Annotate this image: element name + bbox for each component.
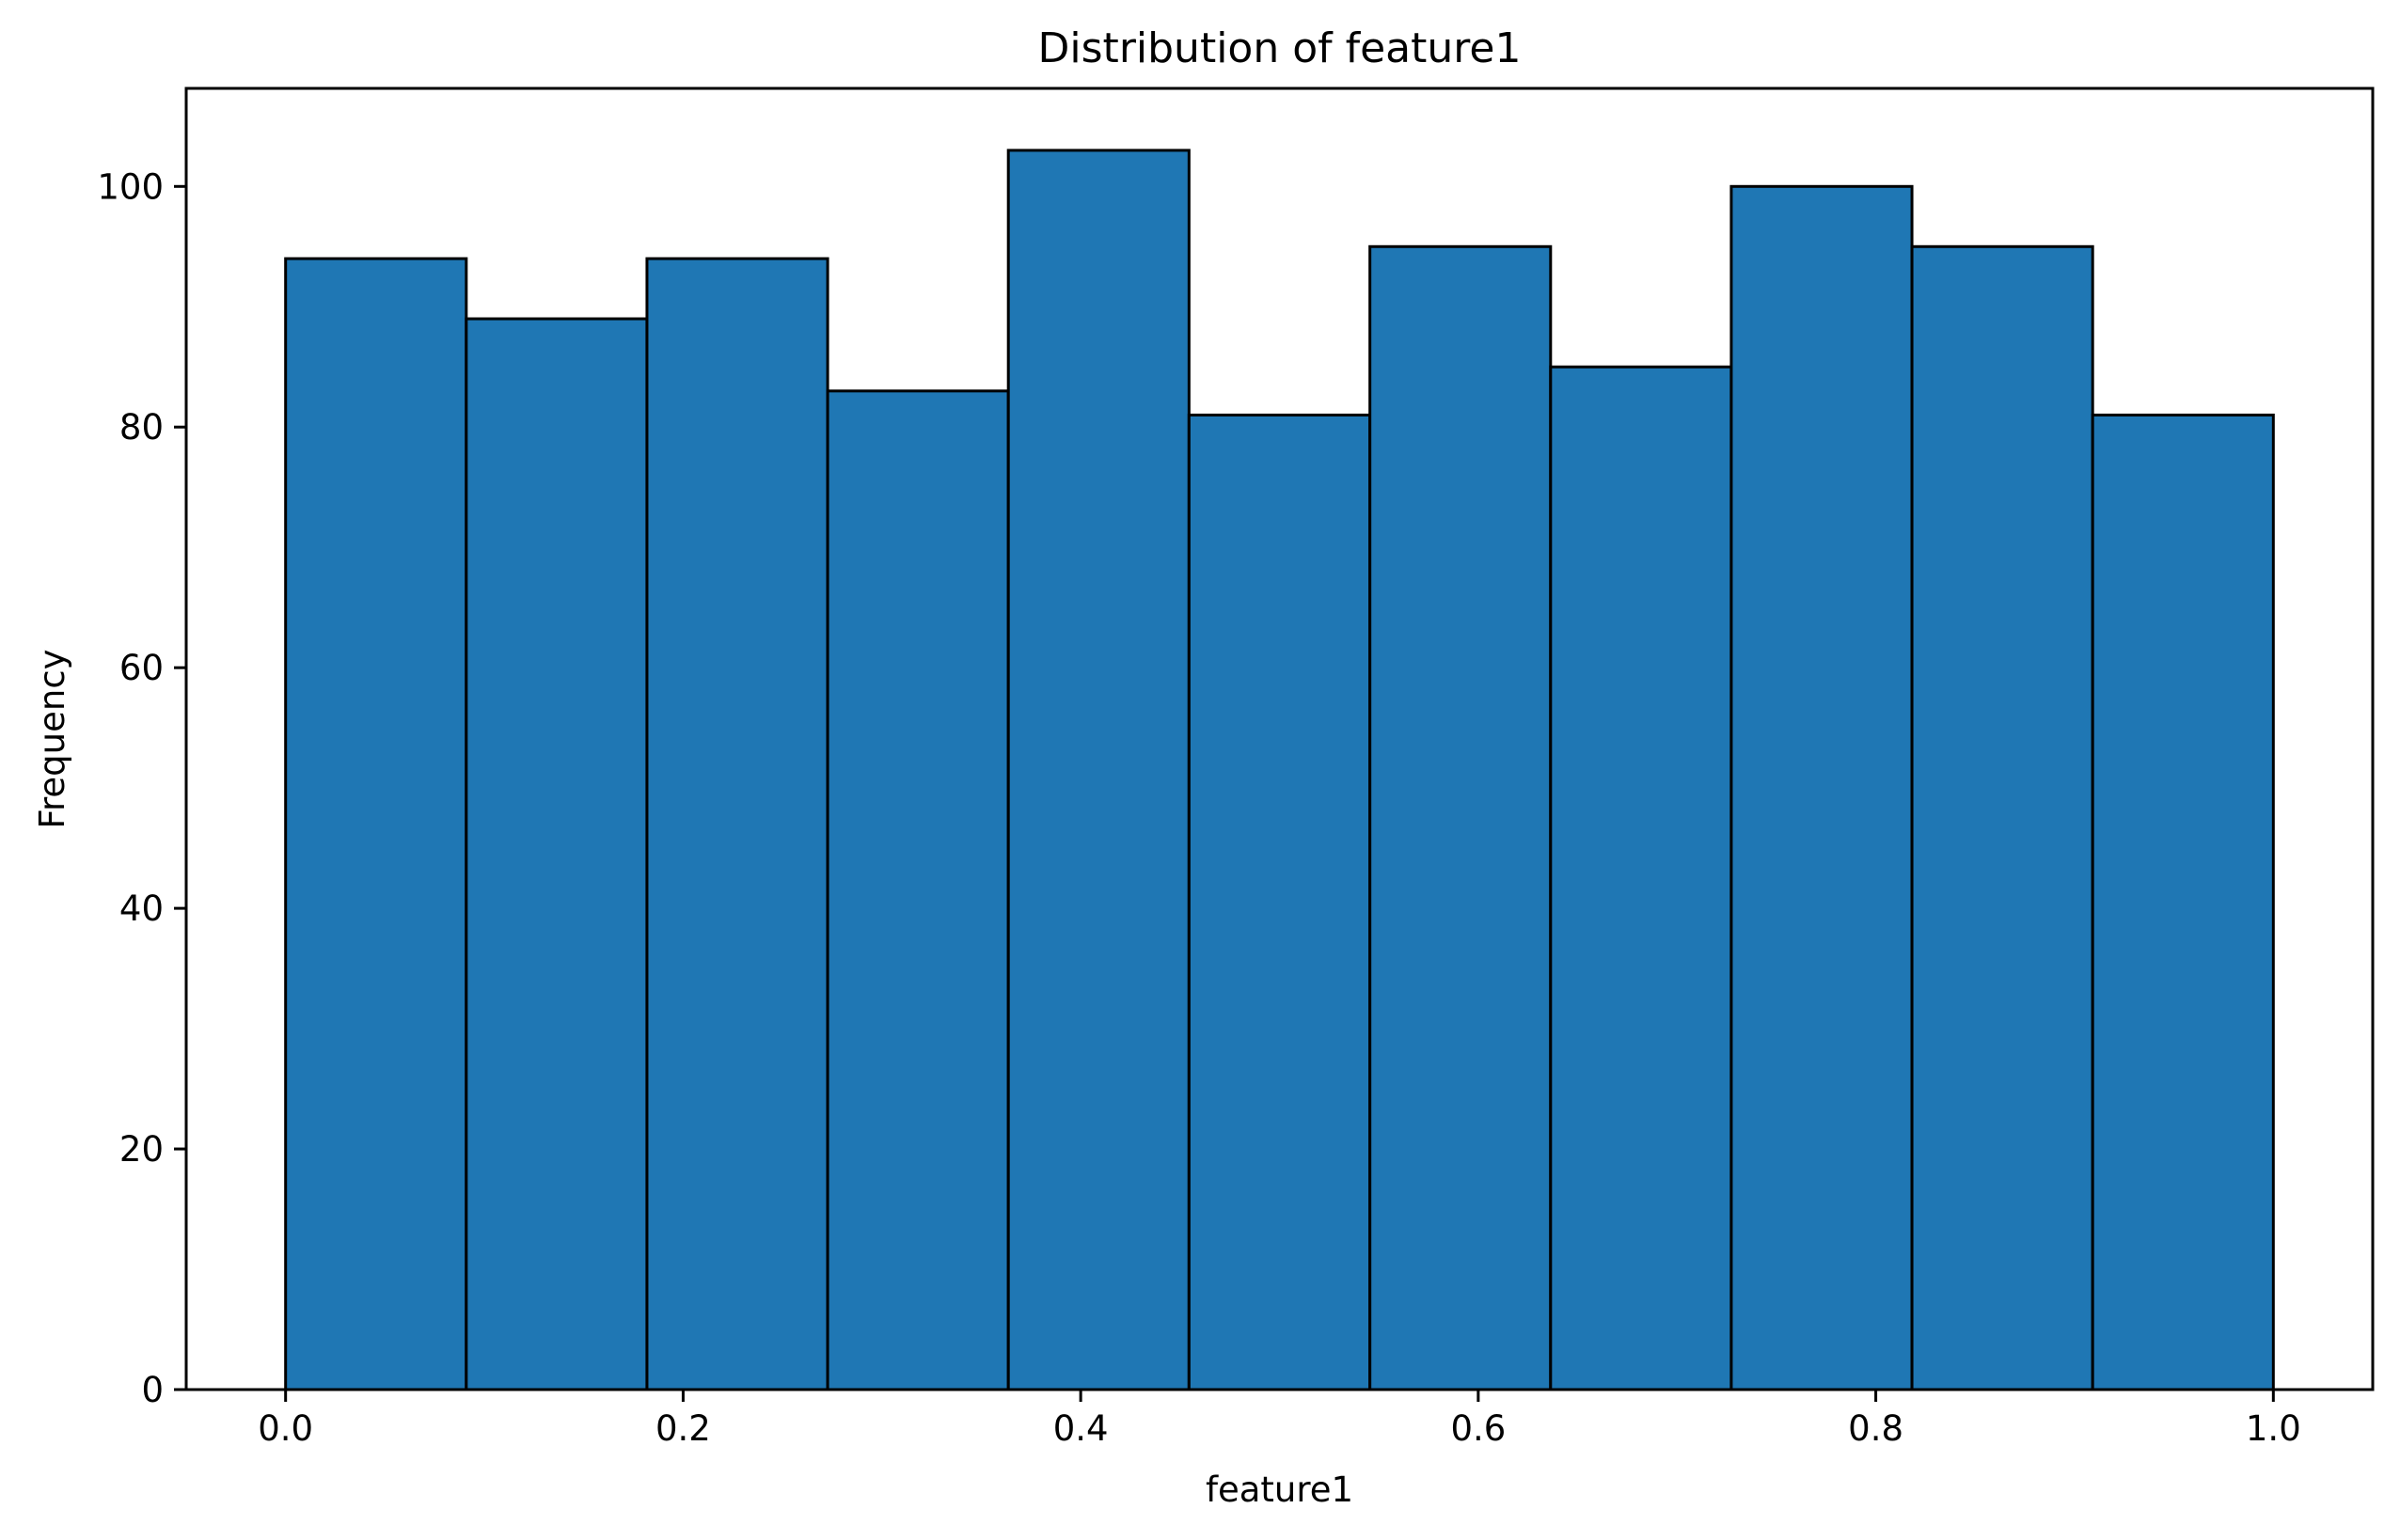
histogram-bar bbox=[826, 389, 1010, 1391]
y-axis-ticks: 0 20 40 60 80 100 bbox=[97, 166, 186, 1410]
y-tick-label: 100 bbox=[97, 166, 164, 207]
histogram-bar bbox=[284, 257, 468, 1391]
histogram-bar bbox=[1006, 149, 1191, 1391]
x-tick-label: 1.0 bbox=[2246, 1408, 2301, 1449]
y-axis-label: Frequency bbox=[32, 649, 72, 828]
y-tick-label: 80 bbox=[119, 407, 164, 448]
histogram-bar bbox=[645, 257, 829, 1391]
x-tick-label: 0.8 bbox=[1848, 1408, 1903, 1449]
histogram-bar bbox=[1368, 244, 1553, 1391]
histogram-bar bbox=[1729, 184, 1914, 1391]
y-tick-label: 20 bbox=[119, 1129, 164, 1170]
histogram-bar bbox=[465, 317, 649, 1391]
x-tick-label: 0.4 bbox=[1053, 1408, 1109, 1449]
chart-title: Distribution of feature1 bbox=[1038, 24, 1522, 72]
x-tick-label: 0.6 bbox=[1450, 1408, 1506, 1449]
x-tick-label: 0.0 bbox=[258, 1408, 313, 1449]
histogram-bar bbox=[1549, 365, 1733, 1391]
axes-frame bbox=[184, 86, 2375, 1391]
y-tick-label: 60 bbox=[119, 648, 164, 688]
histogram-bar bbox=[1910, 244, 2094, 1391]
histogram-bar bbox=[1187, 413, 1372, 1391]
y-tick-label: 40 bbox=[119, 888, 164, 929]
x-axis-label: feature1 bbox=[1206, 1469, 1353, 1510]
x-tick-label: 0.2 bbox=[655, 1408, 711, 1449]
y-tick-label: 0 bbox=[141, 1370, 164, 1410]
histogram-bar bbox=[2091, 413, 2275, 1391]
x-axis-ticks: 0.0 0.2 0.4 0.6 0.8 1.0 bbox=[258, 1390, 2301, 1449]
bars-group bbox=[284, 149, 2275, 1391]
